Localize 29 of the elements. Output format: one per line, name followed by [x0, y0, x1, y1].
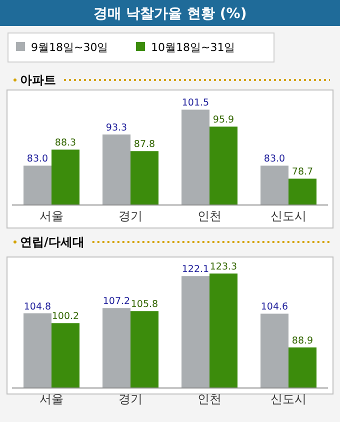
- data-label: 83.0: [264, 154, 286, 165]
- data-label: 104.6: [260, 302, 288, 313]
- x-tick-label: 서울: [40, 392, 64, 406]
- chart-title: 경매 낙찰가율 현황 (%): [93, 6, 247, 22]
- data-label: 88.9: [292, 335, 314, 346]
- x-tick-label: 경기: [118, 209, 142, 223]
- data-label: 88.3: [54, 138, 76, 149]
- legend-label: 10월18일~31일: [151, 41, 236, 54]
- x-tick-label: 신도시: [270, 209, 306, 223]
- x-tick-label: 인천: [198, 392, 222, 406]
- data-label: 122.1: [182, 264, 210, 276]
- chart-title: 연립/다세대: [20, 235, 84, 249]
- data-label: 101.5: [182, 98, 210, 109]
- x-tick-label: 경기: [118, 392, 142, 406]
- data-label: 93.3: [106, 122, 128, 134]
- data-label: 95.9: [212, 114, 234, 126]
- data-label: 123.3: [210, 262, 238, 273]
- data-label: 107.2: [102, 296, 130, 308]
- data-label: 100.2: [52, 311, 80, 322]
- data-label: 83.0: [26, 154, 48, 165]
- x-tick-label: 서울: [40, 209, 64, 223]
- x-tick-label: 인천: [198, 209, 222, 223]
- data-label: 105.8: [130, 299, 158, 310]
- data-label: 87.8: [134, 139, 156, 150]
- data-label: 78.7: [292, 166, 314, 178]
- data-label: 104.8: [24, 301, 52, 312]
- x-tick-label: 신도시: [270, 392, 306, 406]
- chart-subtitle: 아파트: [20, 73, 56, 87]
- legend-label: 9월18일~30일: [31, 41, 108, 54]
